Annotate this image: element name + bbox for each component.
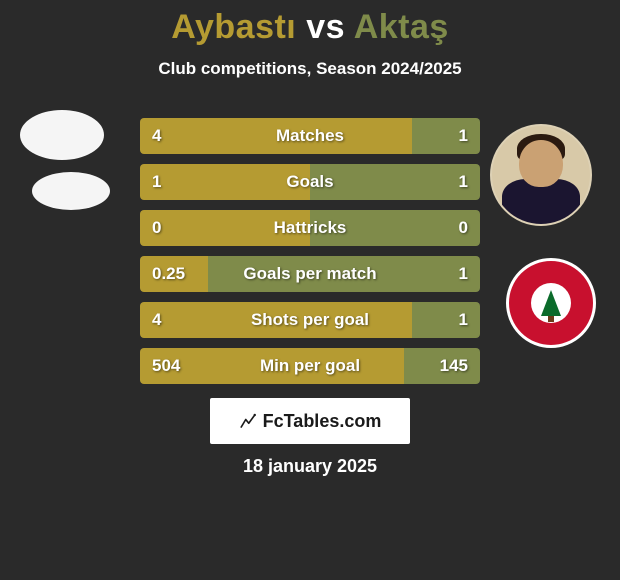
stat-label: Min per goal — [140, 348, 480, 384]
stat-row: Goals per match0.25 1 — [140, 256, 480, 292]
stat-value-right: 1 — [459, 256, 468, 292]
badge-inner-circle — [531, 283, 571, 323]
stat-value-right: 145 — [440, 348, 468, 384]
comparison-title: Aybastı vs Aktaş — [0, 0, 620, 47]
stat-value-right: 1 — [459, 118, 468, 154]
stat-value-left: 1 — [152, 164, 161, 200]
stat-value-left: 504 — [152, 348, 180, 384]
stat-label: Shots per goal — [140, 302, 480, 338]
stat-label: Goals per match — [140, 256, 480, 292]
player1-avatar — [20, 110, 104, 160]
stat-row: Min per goal504 145 — [140, 348, 480, 384]
brand-logo-icon — [239, 412, 257, 430]
brand-text: FcTables.com — [263, 411, 382, 432]
stat-row: Shots per goal4 1 — [140, 302, 480, 338]
player2-name: Aktaş — [354, 8, 449, 46]
tree-icon — [541, 290, 561, 316]
stat-label: Goals — [140, 164, 480, 200]
player2-club-badge — [506, 258, 596, 348]
season-subtitle: Club competitions, Season 2024/2025 — [0, 59, 620, 79]
stat-value-left: 4 — [152, 302, 161, 338]
date-text: 18 january 2025 — [0, 456, 620, 477]
brand-link[interactable]: FcTables.com — [210, 398, 410, 444]
stat-row: Matches4 1 — [140, 118, 480, 154]
stat-row: Hattricks0 0 — [140, 210, 480, 246]
vs-text: vs — [296, 8, 353, 46]
stat-row: Goals1 1 — [140, 164, 480, 200]
stat-label: Hattricks — [140, 210, 480, 246]
stat-value-right: 1 — [459, 302, 468, 338]
player2-avatar — [490, 124, 592, 226]
stats-bar-chart: Matches41Goals11Hattricks00Goals per mat… — [140, 118, 480, 394]
stat-value-left: 0 — [152, 210, 161, 246]
stat-value-left: 0.25 — [152, 256, 185, 292]
stat-value-right: 0 — [459, 210, 468, 246]
player1-club-badge — [32, 172, 110, 210]
stat-label: Matches — [140, 118, 480, 154]
stat-value-right: 1 — [459, 164, 468, 200]
player2-face-illustration — [492, 126, 590, 224]
player1-name: Aybastı — [171, 8, 296, 46]
stat-value-left: 4 — [152, 118, 161, 154]
